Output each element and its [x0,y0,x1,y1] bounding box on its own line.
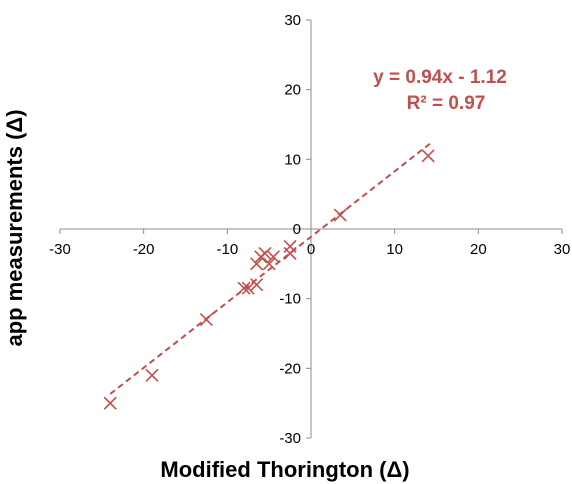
data-point-marker [258,246,272,260]
data-point-marker [199,313,213,327]
data-point-marker [241,281,255,295]
data-point-marker [145,368,159,382]
marker-stroke [250,278,264,292]
x-tick-label: -20 [133,241,155,258]
data-points [103,149,435,410]
axes [59,19,563,439]
y-tick-label: 0 [293,221,301,238]
marker-stroke [283,239,297,253]
tick-labels: -30 -20 -10 0 10 20 30 30 20 10 0 -10 -20 -30 [49,12,570,447]
data-point-marker [237,281,251,295]
r-squared-label: R² = 0.97 [407,93,486,114]
marker-stroke [333,208,347,222]
y-tick-label: -20 [279,360,301,377]
x-tick-label: 20 [470,241,487,258]
trendline-group [109,141,433,395]
data-point-marker [250,278,264,292]
data-point-marker [283,239,297,253]
marker-stroke [103,396,117,410]
y-tick-label: 20 [284,82,301,99]
marker-stroke [250,257,264,271]
marker-stroke [258,246,272,260]
marker-stroke [241,281,255,295]
data-point-marker [283,246,297,260]
marker-stroke [145,368,159,382]
x-tick-label: -10 [216,241,238,258]
y-axis-title: app measurements (Δ) [2,109,27,346]
marker-stroke [262,257,276,271]
data-point-marker [333,208,347,222]
y-tick-label: -10 [279,291,301,308]
x-tick-label: -30 [49,241,71,258]
data-point-marker [250,257,264,271]
marker-stroke [237,281,251,295]
y-tick-label: 30 [284,12,301,29]
marker-stroke [421,149,435,163]
trendline [109,141,433,395]
marker-stroke [199,313,213,327]
trendline-equation: y = 0.94x - 1.12 [373,67,507,88]
x-tick-label: 30 [554,241,571,258]
data-point-marker [421,149,435,163]
data-point-marker [262,257,276,271]
y-tick-label: -30 [279,430,301,447]
x-tick-label: 10 [386,241,403,258]
x-axis-title: Modified Thorington (Δ) [160,457,409,482]
data-point-marker [266,250,280,264]
y-tick-label: 10 [284,151,301,168]
x-tick-label: 0 [307,241,315,258]
marker-stroke [266,250,280,264]
data-point-marker [103,396,117,410]
